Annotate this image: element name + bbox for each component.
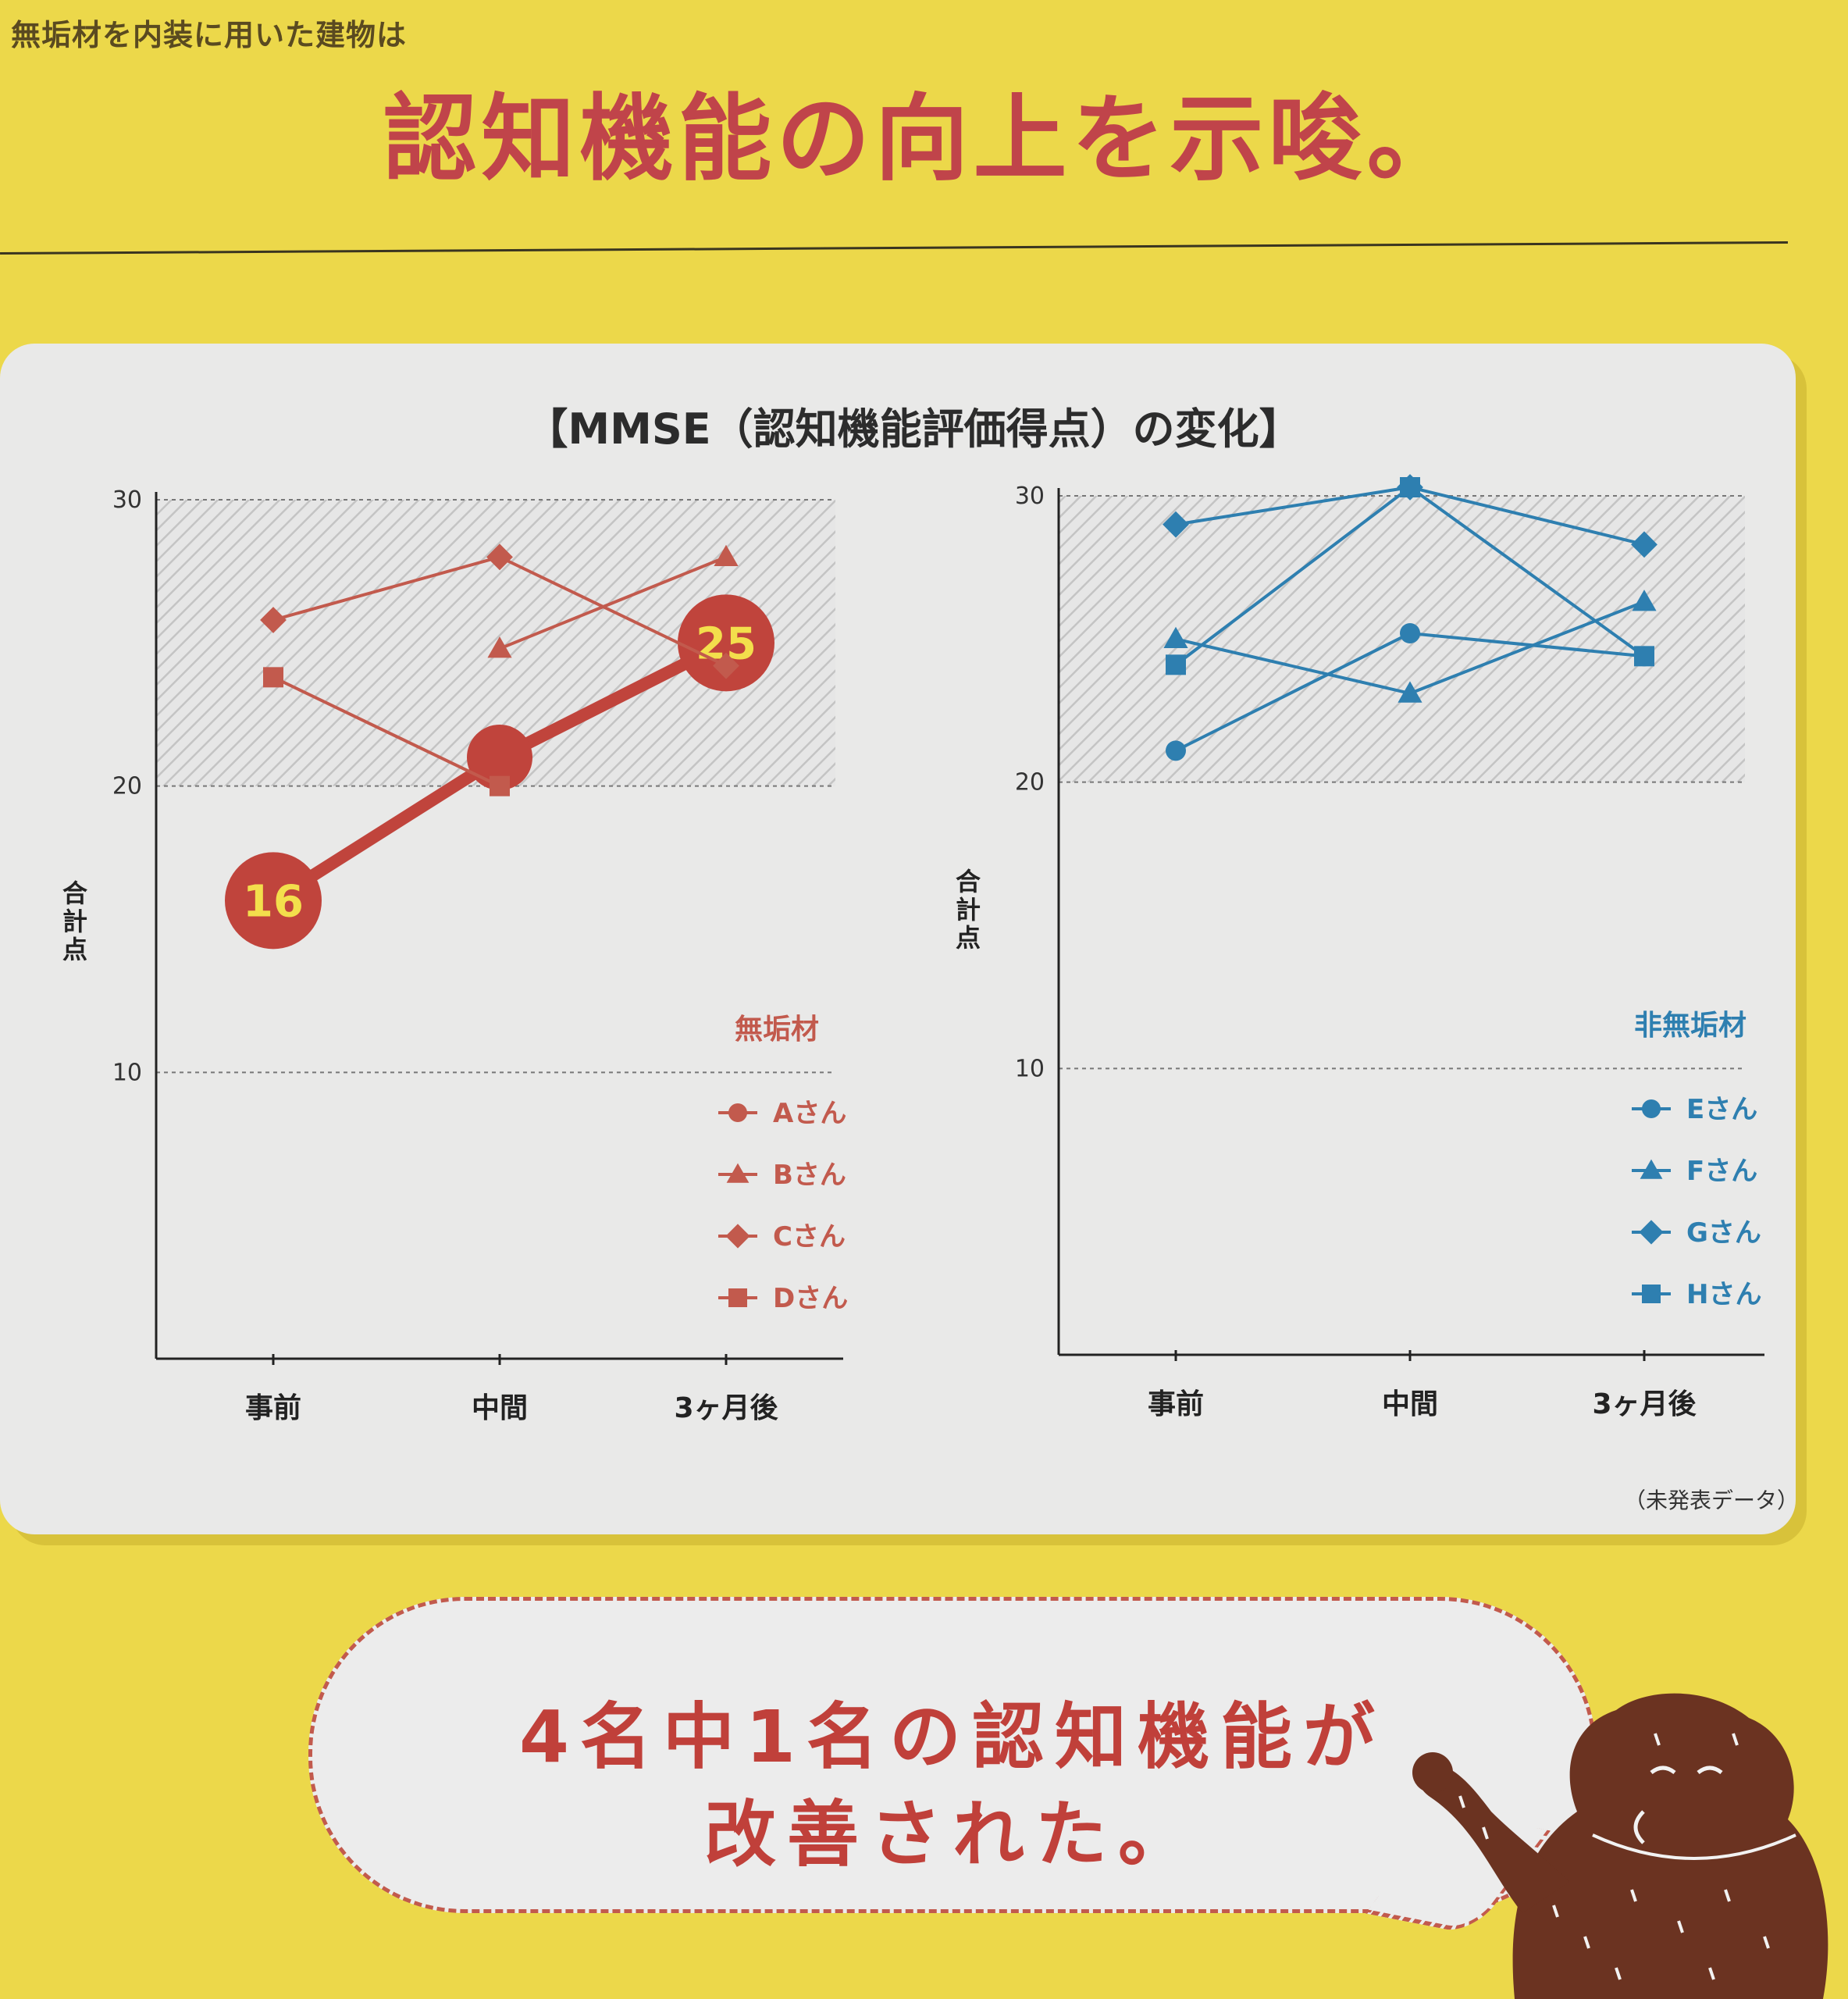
series-Bさん [487,544,739,658]
legend-marker [725,1224,750,1249]
y-tick-label: 30 [1015,483,1045,510]
y-axis-label-char: 計 [956,895,981,925]
x-category-label: 事前 [1148,1388,1204,1420]
series-Dさん [263,667,510,796]
series-point [1400,477,1420,497]
series-point [714,544,739,567]
legend-label: Bさん [773,1160,846,1191]
y-tick-label: 30 [112,486,142,514]
series-point [1163,626,1188,649]
legend-label: Gさん [1686,1217,1761,1249]
x-category-label: 中間 [1382,1388,1438,1420]
y-axis-label-char: 合 [62,878,87,908]
y-axis-label-char: 点 [62,935,87,964]
x-category-label: 中間 [472,1392,528,1424]
legend-marker [1642,1099,1661,1118]
series-point [263,667,283,688]
y-axis-label-char: 点 [956,923,981,953]
y-axis-label-char: 計 [62,907,87,936]
legend-marker [728,1103,747,1122]
legend-label: Eさん [1686,1094,1757,1125]
y-tick-label: 10 [112,1059,142,1086]
legend-label: Aさん [773,1098,846,1129]
series-point [713,652,739,679]
subheading: 無垢材を内装に用いた建物は [11,18,408,52]
legend-marker [726,1163,750,1183]
headline: 認知機能の向上を示唆。 [383,85,1465,194]
series-point [1166,740,1186,761]
x-category-label: 3ヶ月後 [674,1392,778,1424]
bubble-text-line1: 4名中1名の認知機能が [518,1695,1387,1779]
series-Cさん [260,543,739,679]
series-line [499,555,727,650]
y-tick-label: 20 [1015,769,1045,796]
series-point [1631,531,1658,558]
divider-line [0,241,1788,255]
legend-label: Hさん [1686,1279,1761,1310]
highlight-point [225,852,322,950]
legend-marker [1642,1285,1661,1303]
source-note: （未発表データ） [1624,1488,1800,1513]
series-point [260,607,287,633]
series-point [487,636,512,658]
legend-label: Cさん [773,1221,846,1252]
highlight-point [678,594,774,692]
series-point [1166,654,1186,675]
legend-label: Dさん [773,1283,848,1314]
series-point [1634,646,1654,667]
series-Hさん [1166,477,1654,675]
x-category-label: 事前 [245,1392,301,1424]
series-point [1163,511,1189,538]
series-point [1632,590,1657,611]
series-point [1400,623,1420,643]
panel-title: 【MMSE（認知機能評価得点）の変化】 [525,404,1301,454]
legend-marker [728,1288,747,1307]
series-Fさん [1163,590,1657,703]
y-tick-label: 20 [112,773,142,800]
series-point [490,775,510,796]
series-point [486,543,513,571]
legend-marker [1640,1159,1663,1179]
legend-label: Fさん [1686,1156,1757,1187]
legend-marker [1639,1220,1664,1245]
bubble-text-line2: 改善された。 [703,1793,1201,1876]
highlight-point-label: 16 [243,876,304,927]
legend-title: 非無垢材 [1634,1010,1747,1042]
legend-title: 無垢材 [735,1014,819,1046]
y-tick-label: 10 [1015,1055,1045,1082]
series-line [272,675,500,788]
highlight-point [467,725,532,790]
y-axis-label-char: 合 [956,867,981,896]
speech-bubble [308,1597,1597,1913]
bear-illustration [1412,1693,1828,1999]
series-point [1398,681,1422,703]
x-category-label: 3ヶ月後 [1592,1388,1697,1420]
